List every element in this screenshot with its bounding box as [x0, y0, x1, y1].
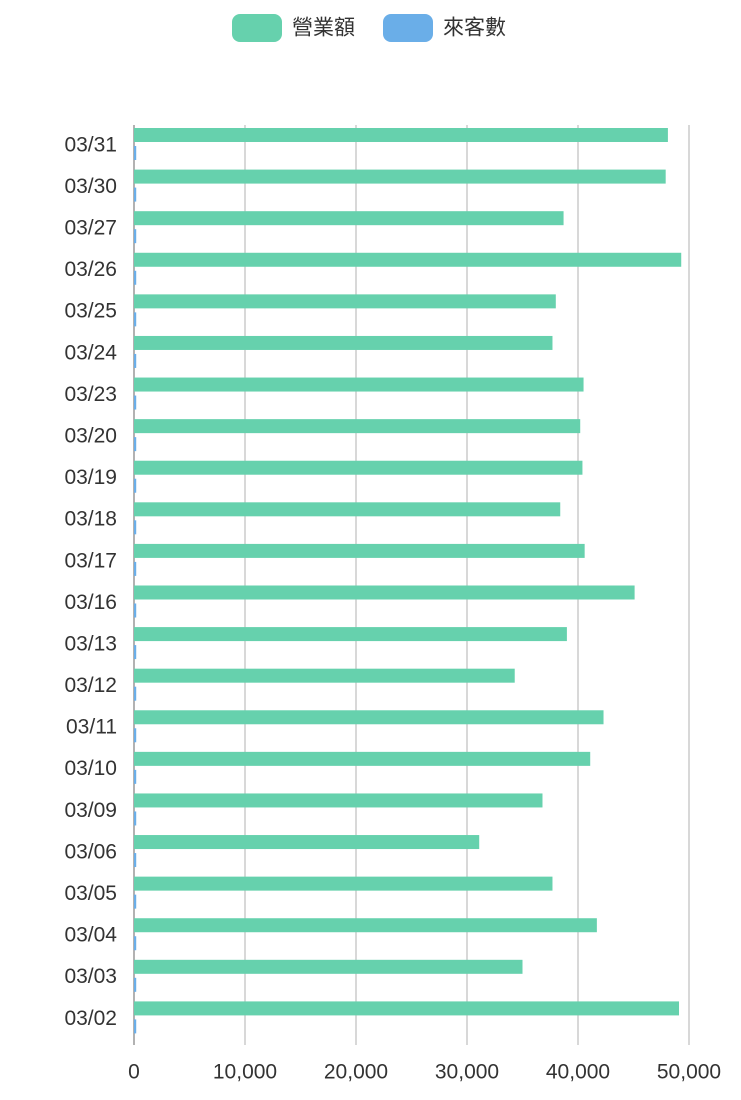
bar: [134, 294, 556, 309]
y-tick-label: 03/11: [66, 716, 117, 739]
y-tick-label: 03/06: [64, 840, 117, 863]
bar: [134, 419, 581, 434]
legend-swatch: [232, 14, 282, 42]
y-tick-label: 03/13: [64, 632, 117, 655]
bar: [134, 335, 553, 350]
y-tick-label: 03/04: [64, 924, 117, 947]
bar: [134, 853, 137, 868]
bar: [134, 627, 567, 642]
bar: [134, 229, 137, 244]
bar: [134, 793, 543, 808]
bar: [134, 918, 597, 933]
y-tick-label: 03/03: [64, 965, 117, 988]
bar: [134, 835, 480, 850]
bar: [134, 603, 137, 618]
bar: [134, 811, 137, 826]
bar: [134, 728, 137, 743]
x-tick-label: 20,000: [324, 1061, 388, 1084]
bar: [134, 187, 137, 202]
y-tick-label: 03/31: [64, 133, 117, 156]
y-tick-label: 03/23: [64, 383, 117, 406]
bar: [134, 936, 137, 951]
bar: [134, 1019, 137, 1034]
bar: [134, 502, 561, 517]
bar: [134, 270, 137, 285]
bar: [134, 876, 553, 891]
x-tick-label: 50,000: [657, 1061, 721, 1084]
x-tick-label: 10,000: [213, 1061, 277, 1084]
bar: [134, 959, 523, 974]
y-tick-label: 03/18: [64, 508, 117, 531]
bar: [134, 437, 137, 452]
bar: [134, 894, 137, 909]
y-tick-label: 03/25: [64, 300, 117, 323]
y-tick-label: 03/24: [64, 341, 117, 364]
bar: [134, 543, 585, 558]
legend-swatch: [383, 14, 433, 42]
y-tick-label: 03/02: [64, 1007, 117, 1030]
x-tick-label: 0: [128, 1061, 140, 1084]
bar: [134, 520, 137, 535]
y-tick-label: 03/19: [64, 466, 117, 489]
y-tick-label: 03/09: [64, 799, 117, 822]
bar: [134, 312, 137, 327]
bar: [134, 977, 137, 992]
bar: [134, 146, 137, 160]
bar: [134, 460, 583, 475]
y-tick-label: 03/20: [64, 424, 117, 447]
x-tick-label: 40,000: [546, 1061, 610, 1084]
y-tick-label: 03/30: [64, 175, 117, 198]
bar: [134, 561, 137, 576]
bar: [134, 169, 666, 184]
y-tick-label: 03/05: [64, 882, 117, 905]
y-tick-label: 03/27: [64, 217, 117, 240]
y-tick-label: 03/16: [64, 591, 117, 614]
bar: [134, 769, 137, 784]
legend-label: 營業額: [292, 17, 355, 40]
y-tick-label: 03/17: [64, 549, 117, 572]
bar: [134, 211, 564, 226]
bar: [134, 668, 515, 683]
bar: [134, 128, 668, 142]
bar: [134, 710, 604, 725]
y-tick-label: 03/10: [64, 757, 117, 780]
bar: [134, 395, 137, 410]
y-tick-label: 03/26: [64, 258, 117, 281]
bar: [134, 686, 137, 701]
x-tick-label: 30,000: [435, 1061, 499, 1084]
bar: [134, 585, 635, 600]
bar: [134, 353, 137, 368]
bar: [134, 478, 137, 493]
legend-label: 來客數: [443, 17, 506, 40]
bar: [134, 252, 682, 267]
bar: [134, 1001, 680, 1016]
bar: [134, 751, 591, 766]
bar: [134, 645, 137, 660]
bar: [134, 377, 584, 392]
y-tick-label: 03/12: [64, 674, 117, 697]
